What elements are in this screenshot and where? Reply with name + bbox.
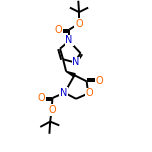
Text: O: O <box>75 19 83 29</box>
Text: O: O <box>96 76 103 86</box>
Text: N: N <box>66 35 73 45</box>
Polygon shape <box>66 71 75 77</box>
Text: N: N <box>72 57 80 67</box>
Text: O: O <box>49 105 56 115</box>
Text: N: N <box>60 88 67 98</box>
Text: O: O <box>37 93 45 103</box>
Text: O: O <box>55 25 62 35</box>
Text: O: O <box>86 88 93 98</box>
